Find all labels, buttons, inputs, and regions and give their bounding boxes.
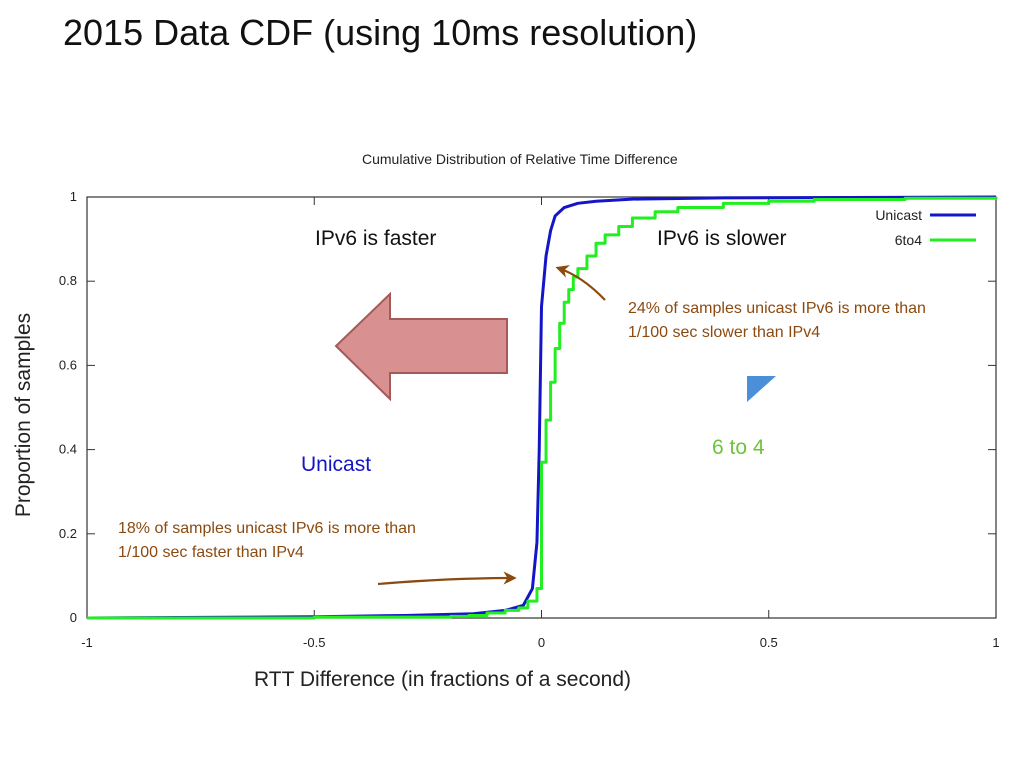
y-tick-label: 0 — [70, 610, 77, 625]
slower-region-label: IPv6 is slower — [657, 227, 787, 250]
series-line-6to4 — [87, 196, 998, 620]
slide-title: 2015 Data CDF (using 10ms resolution) — [63, 12, 698, 53]
faster-note-line1: 18% of samples unicast IPv6 is more than — [118, 520, 416, 537]
y-tick-label: 1 — [70, 189, 77, 204]
slower-note-line1: 24% of samples unicast IPv6 is more than — [628, 300, 926, 317]
faster-note: 18% of samples unicast IPv6 is more than… — [118, 517, 416, 565]
slower-pointer-arrow — [555, 265, 606, 301]
x-tick-label: -0.5 — [303, 635, 325, 650]
legend-label-6to4: 6to4 — [894, 232, 922, 248]
x-tick-label: 0 — [538, 635, 545, 650]
y-tick-label: 0.8 — [59, 273, 77, 288]
faster-direction-arrow — [334, 291, 508, 402]
slower-note-line2: 1/100 sec slower than IPv4 — [628, 324, 821, 341]
x-ticks: -1 -0.5 0 0.5 1 — [81, 197, 1000, 650]
x-tick-label: -1 — [81, 635, 93, 650]
y-tick-label: 0.2 — [59, 526, 77, 541]
faster-note-line2: 1/100 sec faster than IPv4 — [118, 544, 304, 561]
x-tick-label: 1 — [992, 635, 999, 650]
x-axis-title: RTT Difference (in fractions of a second… — [254, 668, 632, 691]
legend-label-unicast: Unicast — [875, 207, 922, 223]
y-ticks: 0 0.2 0.4 0.6 0.8 1 — [59, 189, 996, 625]
chart-title: Cumulative Distribution of Relative Time… — [362, 151, 678, 167]
y-tick-label: 0.4 — [59, 442, 77, 457]
slower-callout-box — [628, 295, 946, 373]
slower-note: 24% of samples unicast IPv6 is more than… — [628, 297, 926, 345]
faster-pointer-arrow — [377, 571, 517, 586]
series-layer — [86, 195, 998, 620]
callout-corner-mark — [747, 376, 776, 402]
unicast-series-label: Unicast — [301, 453, 372, 476]
faster-region-label: IPv6 is faster — [315, 227, 437, 250]
sixtofour-series-label: 6 to 4 — [712, 436, 765, 459]
x-tick-label: 0.5 — [760, 635, 778, 650]
y-tick-label: 0.6 — [59, 357, 77, 372]
series-line-unicast — [86, 195, 997, 620]
